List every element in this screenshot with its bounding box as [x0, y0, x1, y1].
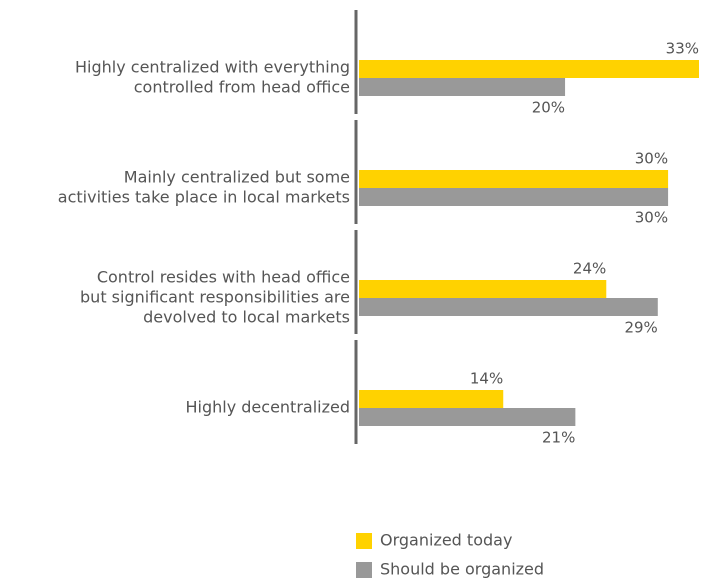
legend-label: Organized today	[380, 531, 512, 550]
value-label: 29%	[624, 319, 657, 337]
category-label: activities take place in local markets	[58, 188, 350, 207]
bar	[359, 280, 607, 298]
category-label: but significant responsibilities are	[80, 288, 350, 307]
value-label: 33%	[666, 40, 699, 58]
category-label: Highly centralized with everything	[75, 58, 350, 77]
bar	[359, 390, 504, 408]
bar	[359, 188, 669, 206]
category-label: Control resides with head office	[97, 268, 350, 287]
legend-label: Should be organized	[380, 560, 544, 579]
bar	[359, 170, 669, 188]
value-label: 30%	[635, 209, 668, 227]
legend-swatch	[356, 533, 372, 549]
bar	[359, 298, 658, 316]
value-label: 24%	[573, 260, 606, 278]
value-label: 14%	[470, 370, 503, 388]
bar	[359, 78, 566, 96]
legend-swatch	[356, 562, 372, 578]
bar	[359, 60, 699, 78]
category-label: Mainly centralized but some	[124, 168, 350, 187]
category-label: controlled from head office	[134, 78, 350, 97]
value-label: 30%	[635, 150, 668, 168]
category-label: Highly decentralized	[186, 398, 351, 417]
bar	[359, 408, 576, 426]
category-label: devolved to local markets	[143, 308, 350, 327]
value-label: 21%	[542, 429, 575, 447]
value-label: 20%	[532, 99, 565, 117]
